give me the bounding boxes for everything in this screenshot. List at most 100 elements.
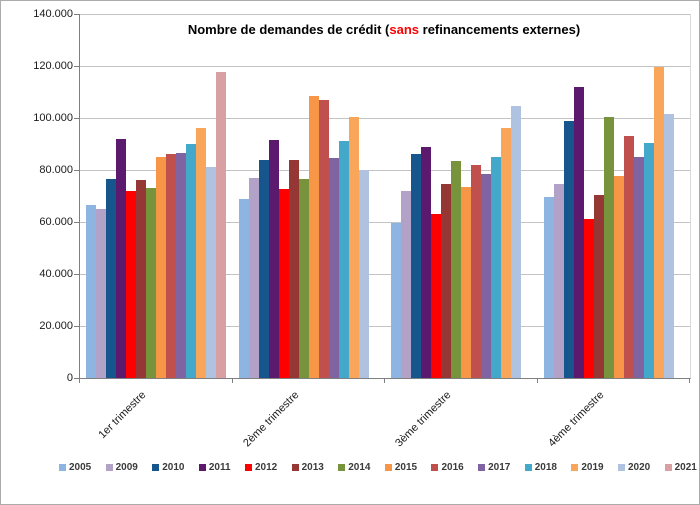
gridline	[80, 14, 690, 15]
y-axis-tick	[74, 66, 79, 67]
y-axis-label: 120.000	[33, 60, 73, 72]
legend-label-2015: 2015	[394, 462, 418, 473]
bar-2018-q2	[338, 141, 349, 378]
bar-2011-q2	[268, 140, 279, 378]
x-axis-label-3: 3ème trimestre	[393, 389, 454, 450]
gridline	[80, 222, 690, 223]
bar-2010-q1	[106, 179, 117, 378]
bar-2009-q4	[553, 184, 564, 378]
bar-2013-q2	[288, 160, 299, 378]
bar-2018-q3	[491, 157, 502, 378]
legend-swatch-2011	[198, 464, 206, 471]
bar-2015-q4	[613, 176, 624, 378]
legend-item-2009: 2009	[105, 462, 138, 473]
legend-label-2021: 2021	[674, 462, 697, 473]
bar-2012-q4	[583, 219, 594, 378]
legend-item-2010: 2010	[152, 462, 185, 473]
chart-title-highlight: sans	[389, 22, 420, 37]
bar-2013-q4	[593, 195, 604, 378]
bar-group-3	[385, 14, 538, 378]
legend-label-2019: 2019	[581, 462, 604, 473]
x-axis-tick	[537, 379, 538, 383]
bar-2010-q4	[563, 121, 574, 378]
bar-2005-q2	[238, 199, 249, 378]
y-axis-label: 80.000	[39, 164, 73, 176]
gridline	[80, 170, 690, 171]
x-axis-tick	[384, 379, 385, 383]
legend-label-2009: 2009	[115, 462, 138, 473]
bar-2005-q4	[543, 197, 554, 378]
legend-item-2014: 2014	[338, 462, 370, 473]
bar-group-2	[233, 14, 386, 378]
bar-2019-q2	[348, 117, 359, 378]
plot-area	[79, 14, 691, 379]
legend-item-2015: 2015	[384, 462, 418, 473]
y-axis-label: 0	[66, 372, 73, 384]
bar-2015-q3	[461, 187, 472, 378]
x-axis-label-1: 1er trimestre	[96, 389, 149, 442]
bar-2017-q1	[176, 153, 187, 378]
bar-2019-q1	[196, 128, 207, 378]
legend-item-2017: 2017	[478, 462, 510, 473]
legend-swatch-2017	[478, 464, 486, 471]
legend-label-2016: 2016	[441, 462, 464, 473]
bar-2011-q4	[573, 87, 584, 378]
legend-item-2011: 2011	[198, 462, 231, 473]
gridline	[80, 274, 690, 275]
x-axis-tick	[79, 379, 80, 383]
bar-2013-q3	[441, 184, 452, 378]
y-axis-tick	[74, 274, 79, 275]
legend-label-2010: 2010	[162, 462, 185, 473]
legend-item-2013: 2013	[291, 462, 324, 473]
bar-2014-q2	[298, 179, 309, 378]
bar-2016-q1	[166, 154, 177, 378]
bar-2005-q3	[391, 223, 402, 378]
legend-swatch-2013	[291, 464, 299, 471]
bar-2010-q2	[258, 160, 269, 378]
legend: 2005 2009 2010 2011 2012 2013 2014 2015 2016 2017…	[59, 462, 697, 473]
bar-2010-q3	[411, 154, 422, 378]
chart-title-suffix: refinancements externes)	[419, 22, 581, 37]
legend-swatch-2021	[664, 464, 672, 471]
legend-swatch-2005	[59, 464, 66, 471]
legend-item-2021: 2021	[664, 462, 697, 473]
bar-2020-q4	[663, 114, 674, 378]
bar-2020-q3	[511, 106, 522, 378]
y-axis-label: 20.000	[39, 320, 73, 332]
y-axis-tick	[74, 326, 79, 327]
bar-2009-q2	[248, 178, 259, 378]
legend-item-2012: 2012	[244, 462, 277, 473]
y-axis-tick	[74, 170, 79, 171]
x-axis-label-4: 4ème trimestre	[545, 389, 607, 450]
legend-label-2013: 2013	[301, 462, 324, 473]
bar-2015-q1	[156, 157, 167, 378]
legend-item-2016: 2016	[431, 462, 464, 473]
bar-2014-q3	[451, 161, 462, 378]
legend-swatch-2018	[524, 464, 532, 471]
legend-swatch-2014	[338, 464, 346, 471]
bar-2012-q3	[431, 214, 442, 378]
bar-2017-q2	[328, 158, 339, 378]
bar-2016-q2	[318, 100, 329, 378]
bar-2016-q3	[471, 165, 482, 378]
legend-swatch-2020	[617, 464, 625, 471]
legend-swatch-2009	[105, 464, 113, 471]
legend-label-2014: 2014	[348, 462, 371, 473]
legend-item-2005: 2005	[59, 462, 91, 473]
gridline	[80, 326, 690, 327]
bar-2011-q3	[421, 147, 432, 378]
y-axis-label: 60.000	[39, 216, 73, 228]
bar-2013-q1	[136, 180, 147, 378]
legend-swatch-2019	[571, 464, 579, 471]
bar-2019-q3	[501, 128, 512, 378]
x-axis-tick	[232, 379, 233, 383]
chart-title-prefix: Nombre de demandes de crédit (	[187, 22, 390, 37]
bar-2005-q1	[86, 205, 97, 378]
legend-swatch-2012	[244, 464, 252, 471]
gridline	[80, 118, 690, 119]
legend-item-2019: 2019	[571, 462, 604, 473]
chart-title: Nombre de demandes de crédit (sans refin…	[79, 22, 689, 37]
legend-swatch-2016	[431, 464, 439, 471]
bar-2015-q2	[308, 96, 319, 378]
bar-2012-q1	[126, 191, 137, 378]
